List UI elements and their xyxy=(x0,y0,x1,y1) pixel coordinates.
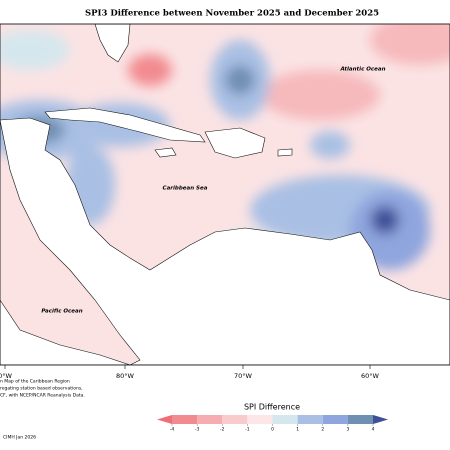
colorbar-tick-label: 2 xyxy=(321,427,324,433)
colorbar-arrow xyxy=(373,415,389,424)
note: regating station based observations, xyxy=(0,386,83,392)
longitude-label: 60°W xyxy=(361,372,380,380)
colorbar-tick-label: -2 xyxy=(220,427,225,433)
colorbar-tick-label: -3 xyxy=(195,427,200,433)
map-title: SPI3 Difference between November 2025 an… xyxy=(85,9,379,19)
note: CF, with NCEP/NCAR Reanalysis Data. xyxy=(0,393,85,399)
notes: n Map of the Caribbean Region regating s… xyxy=(0,379,85,441)
colorbar-tick-label: 0 xyxy=(271,427,274,433)
legend-title: SPI Difference xyxy=(244,403,300,412)
map-frame xyxy=(0,23,450,366)
puerto-rico xyxy=(277,148,293,157)
longitude-labels: 0°W 80°W 70°W 60°W xyxy=(0,365,380,380)
colorbar-tick-label: -1 xyxy=(245,427,250,433)
colorbar-tick-label: 3 xyxy=(346,427,349,433)
colorbar-segment xyxy=(172,415,198,424)
colorbar-segment xyxy=(347,415,373,424)
sea-label: Caribbean Sea xyxy=(163,186,208,192)
ocean-label: Atlantic Ocean xyxy=(339,67,385,73)
colorbar-segment xyxy=(322,415,348,424)
colorbar-segment xyxy=(272,415,298,424)
ocean-label: Pacific Ocean xyxy=(41,309,82,315)
hispaniola xyxy=(204,127,266,159)
colorbar-tick-label: -4 xyxy=(170,427,175,433)
cuba xyxy=(44,107,206,143)
colorbar-segment xyxy=(247,415,273,424)
colorbar-segment xyxy=(297,415,323,424)
mainland xyxy=(0,117,450,365)
map: Atlantic Ocean Caribbean Sea Pacific Oce… xyxy=(0,24,450,365)
land xyxy=(0,24,450,365)
longitude-label: 0°W xyxy=(0,372,12,380)
colorbar-tick-label: 1 xyxy=(296,427,299,433)
note: n Map of the Caribbean Region xyxy=(0,379,70,385)
colorbar-tick-label: 4 xyxy=(372,427,375,433)
colorbar-segment xyxy=(197,415,223,424)
note: CIMH Jan 2026 xyxy=(3,435,36,441)
legend: SPI Difference -4 -3 -2 -1 0 1 2 3 4 xyxy=(156,403,389,433)
florida xyxy=(94,24,131,63)
longitude-label: 70°W xyxy=(234,372,253,380)
colorbar-arrow xyxy=(156,415,172,424)
colorbar-segment xyxy=(222,415,248,424)
jamaica xyxy=(154,147,177,158)
longitude-label: 80°W xyxy=(116,372,135,380)
